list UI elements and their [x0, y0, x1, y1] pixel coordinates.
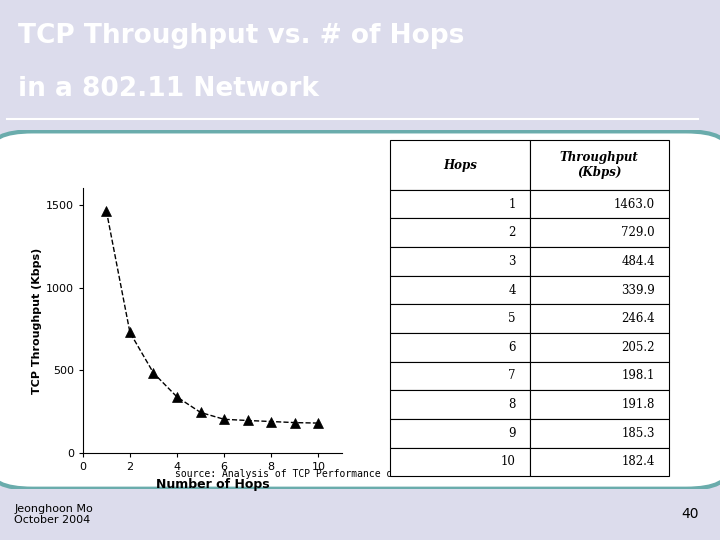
Y-axis label: TCP Throughput (Kbps): TCP Throughput (Kbps) — [32, 247, 42, 394]
Text: TCP Throughput vs. # of Hops: TCP Throughput vs. # of Hops — [18, 23, 464, 49]
Text: 40: 40 — [681, 508, 698, 521]
X-axis label: Number of Hops: Number of Hops — [156, 478, 269, 491]
Text: in a 802.11 Network: in a 802.11 Network — [18, 76, 319, 102]
FancyBboxPatch shape — [0, 131, 720, 489]
Text: source: Analysis of TCP Performance over Mobile Ad Hoc Networks: source: Analysis of TCP Performance over… — [175, 469, 545, 478]
Text: Jeonghoon Mo
October 2004: Jeonghoon Mo October 2004 — [14, 503, 93, 525]
